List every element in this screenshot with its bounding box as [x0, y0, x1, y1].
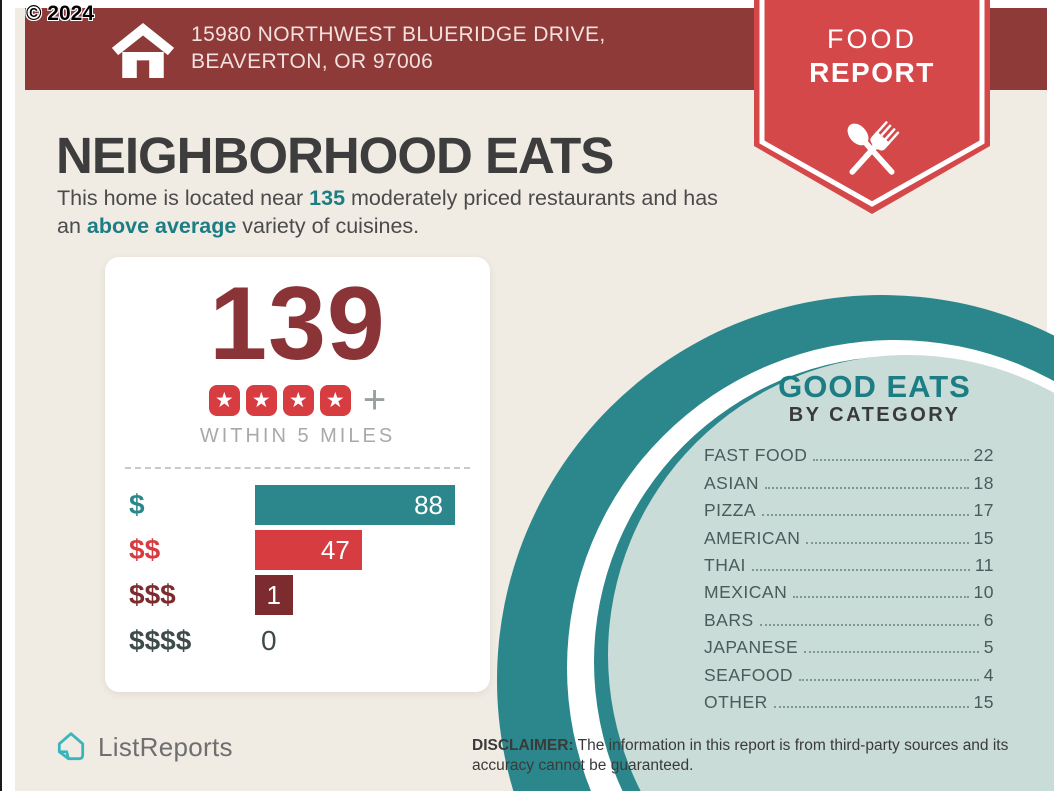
price-tier-label: $$$$	[129, 625, 192, 656]
listreports-logo: ListReports	[54, 730, 233, 764]
category-label: SEAFOOD	[704, 664, 794, 685]
category-label: AMERICAN	[704, 527, 801, 548]
dotted-leader	[793, 596, 969, 599]
restaurant-count-highlight: 135	[309, 186, 346, 210]
category-value: 18	[973, 472, 994, 493]
dotted-leader	[751, 568, 970, 571]
good-eats-title: GOOD EATS	[778, 369, 971, 404]
category-value: 5	[983, 637, 994, 658]
category-row: ASIAN 18	[704, 469, 994, 496]
price-tier-row: $$$$ 0	[129, 621, 277, 661]
category-row: SEAFOOD 4	[704, 661, 994, 688]
intro-text-prefix: This home is located near	[57, 186, 310, 210]
food-report-ribbon: FOOD REPORT	[754, 0, 990, 216]
intro-text-middle: moderately priced restaurants and has an	[57, 186, 718, 238]
category-label: JAPANESE	[704, 637, 799, 658]
plus-sign: +	[362, 378, 387, 422]
price-tier-label: $	[129, 489, 145, 520]
category-row: OTHER 15	[704, 689, 994, 716]
total-restaurants-count: 139	[209, 266, 386, 382]
price-tier-bar: 1	[255, 575, 293, 615]
brand-name: ListReports	[98, 731, 233, 762]
price-tier-value: 0	[261, 625, 277, 656]
star-icon: ★	[282, 385, 314, 416]
dotted-leader	[799, 678, 979, 681]
category-value: 15	[973, 691, 994, 712]
category-label: FAST FOOD	[704, 445, 808, 466]
category-label: THAI	[704, 554, 746, 575]
category-value: 10	[973, 582, 994, 603]
page-title: NEIGHBORHOOD EATS	[56, 127, 614, 184]
dotted-leader	[773, 705, 969, 708]
intro-text-suffix: variety of cuisines.	[236, 214, 420, 238]
price-tier-bar: 88	[255, 485, 455, 525]
price-tier-value: 47	[320, 534, 350, 565]
dotted-leader	[765, 486, 969, 489]
dotted-leader	[813, 459, 969, 462]
price-tier-row: $$$ 1	[129, 575, 293, 615]
category-value: 11	[974, 554, 994, 575]
category-row: AMERICAN 15	[704, 524, 994, 551]
category-label: ASIAN	[704, 472, 760, 493]
category-label: MEXICAN	[704, 582, 788, 603]
category-row: JAPANESE 5	[704, 634, 994, 661]
category-row: PIZZA 17	[704, 497, 994, 524]
category-value: 15	[973, 527, 994, 548]
home-icon	[111, 23, 175, 78]
category-label: BARS	[704, 609, 754, 630]
price-tier-row: $ 88	[129, 485, 455, 525]
listreports-house-icon	[57, 732, 85, 761]
price-tier-value: 1	[266, 579, 281, 610]
disclaimer-text: DISCLAIMER: The information in this repo…	[472, 736, 1017, 775]
property-address: 15980 NORTHWEST BLUERIDGE DRIVE, BEAVERT…	[191, 23, 606, 73]
ribbon-word-report: REPORT	[809, 57, 935, 88]
dotted-leader	[806, 541, 969, 544]
price-tier-label: $$$	[129, 579, 176, 610]
disclaimer-label: DISCLAIMER:	[472, 737, 574, 754]
good-eats-subtitle: BY CATEGORY	[788, 404, 961, 426]
intro-sentence: This home is located near 135 moderately…	[57, 184, 737, 240]
category-value: 17	[973, 500, 994, 521]
category-value: 22	[973, 445, 994, 466]
ribbon-banner-shape	[754, 0, 990, 214]
price-tier-label: $$	[129, 534, 161, 565]
restaurant-stats-card: 139 ★ ★ ★ ★ + WITHIN 5 MILES $ 88 $$ 47 …	[105, 257, 490, 692]
category-value: 4	[983, 664, 994, 685]
price-tier-bar: 47	[255, 530, 362, 570]
radius-label: WITHIN 5 MILES	[199, 425, 396, 447]
dotted-leader	[804, 651, 979, 654]
star-icon: ★	[208, 385, 240, 416]
copyright-watermark: © 2024	[26, 2, 95, 25]
category-label: PIZZA	[704, 500, 757, 521]
crossed-spoon-and-fork-icon	[847, 121, 900, 175]
above-average-highlight: above average	[86, 214, 237, 238]
category-value: 6	[983, 609, 994, 630]
dashed-separator	[125, 467, 470, 469]
ribbon-title: FOOD REPORT	[754, 24, 990, 89]
price-tier-row: $$ 47	[129, 530, 362, 570]
price-tier-value: 88	[414, 489, 443, 520]
star-icon: ★	[319, 385, 351, 416]
category-row: BARS 6	[704, 606, 994, 633]
category-row: THAI 11	[704, 552, 994, 579]
star-icon: ★	[245, 385, 277, 416]
good-eats-category-list: FAST FOOD 22 ASIAN 18 PIZZA 17 AMERICAN 15 T…	[704, 442, 994, 716]
disclaimer-body: The information in this report is from t…	[472, 737, 1009, 774]
ribbon-word-food: FOOD	[827, 24, 917, 54]
star-rating-row: ★ ★ ★ ★ +	[105, 378, 490, 422]
category-label: OTHER	[704, 691, 768, 712]
category-row: MEXICAN 10	[704, 579, 994, 606]
category-row: FAST FOOD 22	[704, 442, 994, 469]
dotted-leader	[759, 623, 979, 626]
dotted-leader	[762, 514, 969, 517]
